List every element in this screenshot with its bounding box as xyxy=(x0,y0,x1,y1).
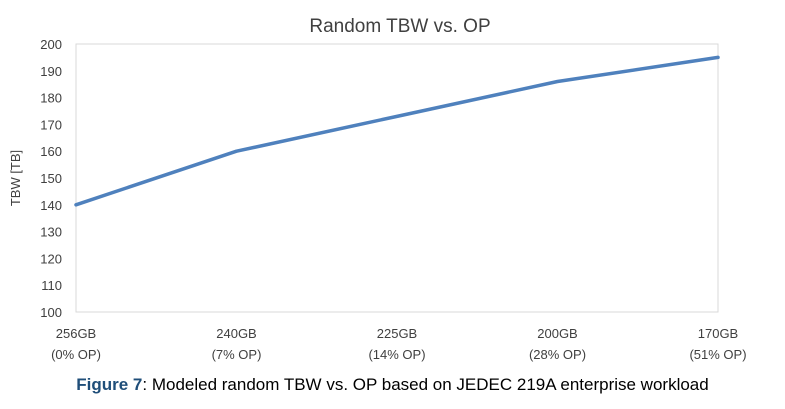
x-tick-sublabel: (28% OP) xyxy=(529,347,586,362)
figure-caption-text: : Modeled random TBW vs. OP based on JED… xyxy=(142,375,709,394)
x-tick-sublabel: (51% OP) xyxy=(689,347,746,362)
figure-caption-label: Figure 7 xyxy=(76,375,143,394)
x-tick-label: 170GB xyxy=(698,326,738,341)
data-point xyxy=(235,149,238,153)
series-layer xyxy=(74,55,720,207)
series-line xyxy=(74,55,720,207)
y-tick-label: 190 xyxy=(40,64,62,79)
data-point xyxy=(395,114,399,118)
data-point xyxy=(556,80,559,84)
chart-title: Random TBW vs. OP xyxy=(309,16,490,37)
y-tick-label: 170 xyxy=(40,117,62,132)
x-tick-label: 225GB xyxy=(377,326,417,341)
x-tick-label: 200GB xyxy=(537,326,577,341)
y-tick-label: 180 xyxy=(40,91,62,106)
y-tick-label: 130 xyxy=(40,225,62,240)
y-tick-label: 150 xyxy=(40,171,62,186)
data-point xyxy=(716,55,720,59)
y-axis: 100 110 120 130 140 150 160 170 180 190 200 xyxy=(40,37,62,320)
y-tick-label: 140 xyxy=(40,198,62,213)
y-tick-label: 110 xyxy=(41,278,62,293)
y-axis-label: TBW [TB] xyxy=(8,150,23,206)
x-tick-sublabel: (7% OP) xyxy=(212,347,262,362)
x-tick-sublabel: (14% OP) xyxy=(368,347,425,362)
x-axis: 256GB (0% OP) 240GB (7% OP) 225GB (14% OP) 200… xyxy=(51,326,746,362)
x-tick-label: 240GB xyxy=(216,326,256,341)
y-tick-label: 120 xyxy=(40,251,62,266)
plot-area xyxy=(75,43,719,313)
y-tick-label: 200 xyxy=(40,37,62,52)
x-tick-sublabel: (0% OP) xyxy=(51,347,101,362)
figure-caption: Figure 7: Modeled random TBW vs. OP base… xyxy=(0,375,785,395)
data-point xyxy=(74,203,78,207)
y-tick-label: 160 xyxy=(40,144,62,159)
x-tick-label: 256GB xyxy=(56,326,96,341)
chart: Random TBW vs. OP 1001101201301401501601… xyxy=(8,16,747,362)
y-tick-label: 100 xyxy=(40,305,62,320)
